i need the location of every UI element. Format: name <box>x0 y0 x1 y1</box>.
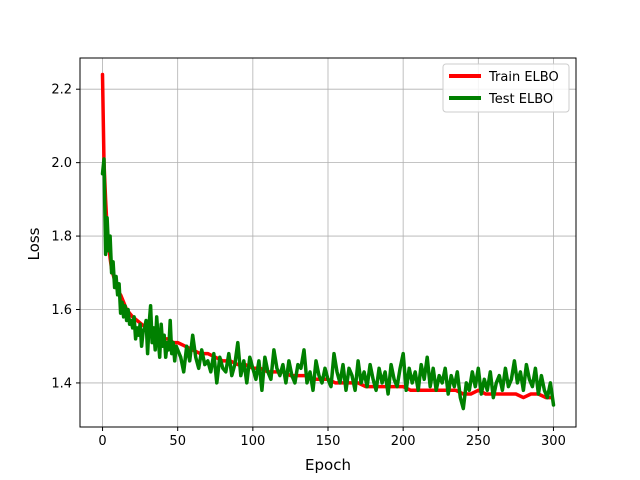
x-tick-label: 100 <box>240 434 265 449</box>
y-tick-label: 1.8 <box>51 230 72 245</box>
y-tick-label: 1.4 <box>51 376 72 391</box>
y-tick-label: 1.6 <box>51 303 72 318</box>
test-elbo-line <box>100 157 556 411</box>
grid-lines <box>80 58 576 427</box>
x-tick-label: 300 <box>541 434 566 449</box>
y-tick-label: 2.2 <box>51 83 72 98</box>
y-axis-label: Loss <box>25 227 43 260</box>
x-tick-label: 50 <box>169 434 186 449</box>
legend: Train ELBO Test ELBO <box>442 63 570 113</box>
x-tick-label: 250 <box>466 434 491 449</box>
y-tick-label: 2.0 <box>51 156 72 171</box>
x-tick-label: 200 <box>391 434 416 449</box>
legend-label-test: Test ELBO <box>488 92 553 107</box>
plot-series <box>100 72 556 411</box>
x-axis-label: Epoch <box>305 456 351 474</box>
x-tick-label: 0 <box>98 434 106 449</box>
axis-ticks: 0 50 100 150 200 250 300 1.4 1.6 1.8 2.0 2.2 <box>51 83 566 449</box>
x-tick-label: 150 <box>316 434 341 449</box>
legend-label-train: Train ELBO <box>488 70 559 85</box>
